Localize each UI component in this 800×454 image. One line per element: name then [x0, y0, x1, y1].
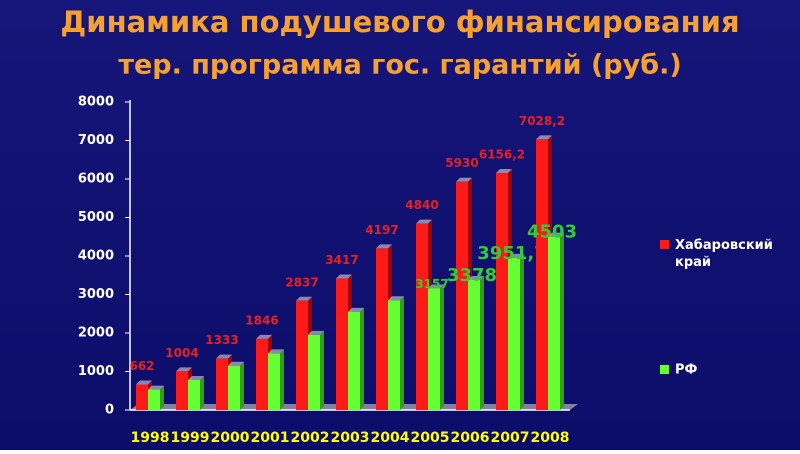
bar-top	[548, 232, 564, 237]
bar	[296, 300, 308, 410]
y-tick-label: 2000	[78, 326, 114, 341]
legend-label: РФ	[675, 363, 698, 378]
bar-side	[560, 232, 564, 410]
bar-side	[320, 330, 324, 410]
bar	[308, 334, 320, 410]
y-tick-label: 8000	[78, 95, 114, 110]
bar-top	[256, 334, 272, 339]
bar	[268, 353, 280, 410]
x-tick-label: 1998	[131, 430, 170, 446]
x-tick-label: 2004	[371, 430, 410, 446]
x-tick-label: 2000	[211, 430, 250, 446]
y-tick-label: 6000	[78, 172, 114, 187]
data-label: 6156,2	[479, 147, 525, 161]
x-tick-label: 2003	[331, 430, 370, 446]
legend-label: Хабаровский край	[675, 238, 773, 270]
bar	[548, 236, 560, 410]
data-label: 2837	[285, 275, 318, 289]
x-tick-label: 2005	[411, 430, 450, 446]
bar	[508, 257, 520, 410]
y-tick-label: 1000	[78, 364, 114, 379]
bar	[256, 338, 268, 410]
data-label: 5930	[445, 156, 478, 170]
legend-swatch	[660, 365, 669, 374]
bar-top	[176, 367, 192, 372]
bar-top	[136, 380, 152, 385]
bar	[148, 389, 160, 410]
bar	[416, 223, 428, 410]
bar-top	[428, 284, 444, 289]
bar	[456, 181, 468, 410]
bar-top	[468, 275, 484, 280]
data-label: 3157	[415, 277, 448, 291]
y-tick-label: 0	[105, 403, 114, 418]
bar-side	[280, 349, 284, 410]
bar	[136, 384, 148, 410]
data-label: 4840	[405, 198, 438, 212]
x-tick-label: 2002	[291, 430, 330, 446]
chart-title: Динамика подушевого финансирования	[60, 5, 739, 39]
bar-top	[508, 253, 524, 258]
bar	[228, 365, 240, 410]
x-tick-label: 2001	[251, 430, 290, 446]
x-tick-label: 1999	[171, 430, 210, 446]
bar-top	[148, 385, 164, 390]
bar	[388, 300, 400, 410]
data-label: 4503	[527, 222, 577, 243]
y-tick-label: 3000	[78, 287, 114, 302]
y-tick-label: 7000	[78, 133, 114, 148]
bar-top	[496, 168, 512, 173]
data-label: 662	[129, 359, 154, 373]
bar-top	[388, 296, 404, 301]
chart-title: тер. программа гос. гарантий (руб.)	[118, 50, 681, 81]
bar-top	[336, 274, 352, 279]
bar-side	[360, 307, 364, 410]
bar	[428, 288, 440, 410]
bar	[336, 278, 348, 410]
y-tick-label: 4000	[78, 249, 114, 264]
bar-top	[456, 177, 472, 182]
x-tick-label: 2008	[531, 430, 570, 446]
legend-swatch	[660, 240, 669, 249]
x-tick-label: 2007	[491, 430, 530, 446]
bar-side	[240, 361, 244, 410]
x-tick-label: 2006	[451, 430, 490, 446]
bar	[176, 371, 188, 410]
y-tick-label: 5000	[78, 210, 114, 225]
bar-top	[268, 349, 284, 354]
bar	[348, 311, 360, 410]
data-label: 1004	[165, 346, 198, 360]
bar-top	[536, 135, 552, 140]
bar-top	[348, 307, 364, 312]
data-label: 7028,2	[519, 114, 565, 128]
bar	[536, 139, 548, 410]
data-label: 1333	[205, 333, 238, 347]
bar-top	[296, 296, 312, 301]
bar-top	[188, 375, 204, 380]
bar-side	[520, 253, 524, 410]
bar-top	[216, 354, 232, 359]
bar-side	[160, 385, 164, 410]
data-label: 1846	[245, 313, 278, 327]
bar-side	[400, 296, 404, 410]
data-label: 3951,7	[477, 243, 546, 264]
bar-top	[416, 219, 432, 224]
bar-top	[228, 361, 244, 366]
bar-side	[200, 375, 204, 410]
bar	[216, 358, 228, 410]
bar-top	[376, 244, 392, 249]
data-label: 3378	[447, 265, 497, 286]
bar	[376, 248, 388, 410]
bar-side	[440, 284, 444, 410]
bar-top	[308, 330, 324, 335]
bar-side	[480, 275, 484, 410]
data-label: 3417	[325, 253, 358, 267]
bar	[188, 379, 200, 410]
bar	[468, 279, 480, 410]
data-label: 4197	[365, 223, 398, 237]
bar	[496, 172, 508, 410]
